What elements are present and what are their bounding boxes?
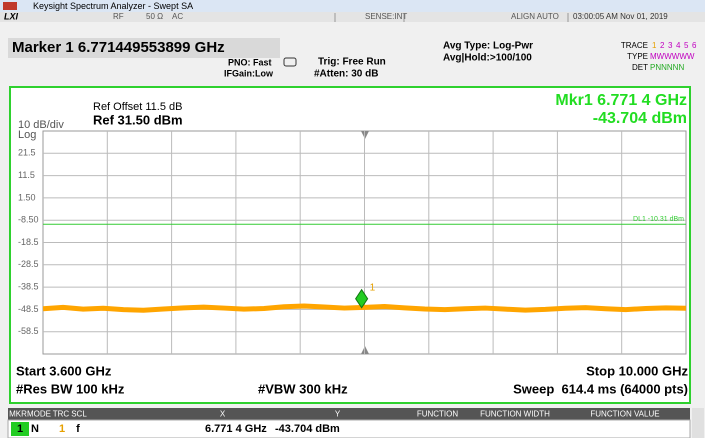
table-cell: 1 <box>59 423 65 435</box>
ref-offset: Ref Offset 11.5 dB <box>93 101 182 113</box>
status-datetime: 03:00:05 AM Nov 01, 2019 <box>573 12 668 21</box>
stop-freq: Stop 10.000 GHz <box>586 363 688 378</box>
table-header-cell: FUNCTION VALUE <box>590 410 659 419</box>
status-coupling: AC <box>172 12 183 21</box>
trace <box>42 303 687 313</box>
scrollbar[interactable] <box>692 408 704 438</box>
trig-icon <box>283 57 297 67</box>
trig: Trig: Free Run <box>318 57 386 68</box>
display-frame <box>9 86 691 404</box>
ifgain: IFGain:Low <box>224 68 274 78</box>
rbw: #Res BW 100 kHz <box>16 381 125 396</box>
lxi-logo: LXI <box>4 11 19 21</box>
table-cell: N <box>31 423 39 435</box>
table-header-cell: FUNCTION <box>417 410 459 419</box>
table-cell: -43.704 dBm <box>275 423 340 435</box>
ref-level: Ref 31.50 dBm <box>93 112 183 127</box>
y-tick-label: -18.5 <box>18 237 39 247</box>
table-header-cell: MODE <box>27 410 51 419</box>
marker-freq: Mkr1 6.771 4 GHz <box>555 92 687 109</box>
table-header-cell: SCL <box>71 410 87 419</box>
table-header-cell: X <box>220 410 226 419</box>
trace-label: TRACE <box>621 41 648 50</box>
y-tick-label: -58.5 <box>18 326 39 336</box>
type-value: MWWWWW <box>650 52 695 61</box>
trace-number: 4 <box>676 41 681 50</box>
marker-readout-box <box>8 38 280 58</box>
scale-type: Log <box>18 129 36 141</box>
type-label: TYPE <box>627 52 648 61</box>
trace-number: 2 <box>660 41 665 50</box>
table-row <box>7 419 691 438</box>
y-tick-label: -28.5 <box>18 259 39 269</box>
vbw: #VBW 300 kHz <box>258 381 348 396</box>
start-freq: Start 3.600 GHz <box>16 363 112 378</box>
marker-number-bg <box>11 422 29 436</box>
pno: PNO: Fast <box>228 57 272 67</box>
status-sense: SENSE:INT <box>365 12 407 21</box>
table-cell: 1 <box>17 423 23 435</box>
trace-number: 1 <box>652 41 657 50</box>
y-tick-label: -48.5 <box>18 304 39 314</box>
y-tick-label: -8.50 <box>18 215 39 225</box>
app-icon <box>3 2 17 10</box>
table-header-cell: FUNCTION WIDTH <box>480 410 550 419</box>
trace-number: 3 <box>668 41 673 50</box>
atten: #Atten: 30 dB <box>314 69 378 80</box>
trace-number: 5 <box>684 41 689 50</box>
window-title: Keysight Spectrum Analyzer - Swept SA <box>33 1 193 11</box>
table-header-cell: Y <box>335 410 341 419</box>
scale: 10 dB/div <box>18 119 64 131</box>
y-tick-label: 21.5 <box>18 148 36 158</box>
table-header-cell: MKR <box>9 410 27 419</box>
avg-hold: Avg|Hold:>100/100 <box>443 53 532 64</box>
marker-readout: Marker 1 6.771449553899 GHz <box>12 39 225 56</box>
table-header-cell: TRC <box>53 410 70 419</box>
display-line-label: DL1 -10.31 dBm <box>633 216 684 223</box>
trace-number: 6 <box>692 41 697 50</box>
table-header <box>8 408 690 420</box>
marker <box>355 288 369 309</box>
status-bar <box>0 12 705 22</box>
marker-amp: -43.704 dBm <box>593 110 687 127</box>
y-tick-label: 1.50 <box>18 192 36 202</box>
table-cell: f <box>76 423 80 435</box>
marker-label: 1 <box>370 282 376 293</box>
status-rf: RF <box>113 12 124 21</box>
det-value: PNNNNN <box>650 63 684 72</box>
avg-type: Avg Type: Log-Pwr <box>443 41 533 52</box>
y-tick-label: -38.5 <box>18 281 39 291</box>
table-cell: 6.771 4 GHz <box>205 423 267 435</box>
status-impedance: 50 Ω <box>146 12 163 21</box>
sweep: Sweep 614.4 ms (64000 pts) <box>513 381 688 396</box>
det-label: DET <box>632 63 648 72</box>
y-tick-label: 11.5 <box>18 170 35 180</box>
status-align: ALIGN AUTO <box>511 12 559 21</box>
title-bar <box>0 0 705 12</box>
